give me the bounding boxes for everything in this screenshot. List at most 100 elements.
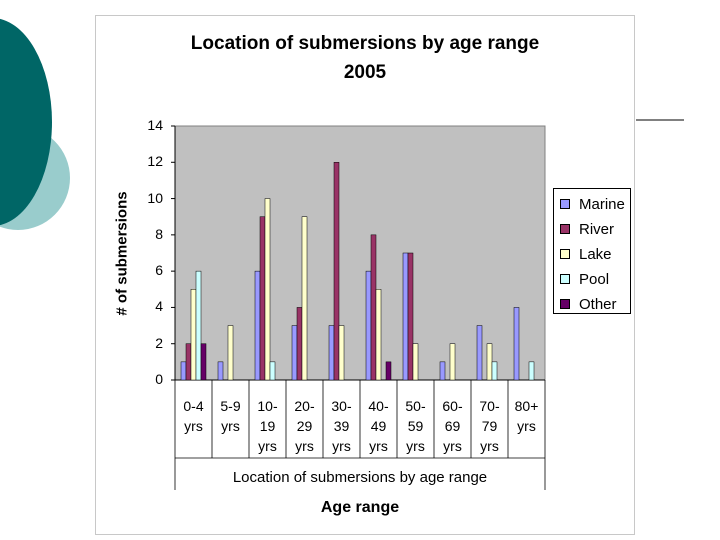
bar-river — [370, 234, 377, 381]
legend-item-marine: Marine — [560, 194, 625, 214]
x-category-label-line: 60- — [442, 398, 463, 414]
x-category-label: 80+ yrs — [508, 396, 545, 436]
x-category-label: 10- 19 yrs — [249, 396, 286, 456]
bar-marine — [365, 270, 372, 381]
x-category-label-line: 50- — [405, 398, 426, 414]
x-category-label-line: 39 — [333, 418, 350, 434]
legend-item-pool: Pool — [560, 269, 609, 289]
x-category-label-line: 49 — [370, 418, 387, 434]
bar-river — [259, 216, 266, 381]
x-category-label: 70- 79 yrs — [471, 396, 508, 456]
legend-label: Marine — [579, 195, 625, 213]
y-tick-label: 4 — [155, 298, 163, 315]
legend-swatch — [560, 274, 570, 284]
x-category-label-line: yrs — [369, 438, 388, 454]
x-category-label-line: yrs — [480, 438, 499, 454]
bar-pool — [195, 270, 202, 381]
x-category-label-line: yrs — [184, 418, 203, 434]
bar-pool — [528, 361, 535, 381]
bar-marine — [402, 252, 409, 381]
x-axis-inner-label: Location of submersions by age range — [232, 469, 488, 486]
x-category-label-line: 0-4 — [183, 398, 204, 414]
bar-lake — [227, 325, 234, 381]
y-axis-label: # of submersions — [113, 191, 131, 316]
bar-lake — [449, 343, 456, 381]
bar-lake — [338, 325, 345, 381]
y-tick-label: 14 — [147, 117, 163, 133]
x-category-label-line: 40- — [368, 398, 389, 414]
legend-label: Lake — [579, 245, 612, 263]
bar-marine — [513, 307, 520, 381]
bar-lake — [412, 343, 419, 381]
bar-river — [296, 307, 303, 381]
bar-marine — [291, 325, 298, 381]
y-tick-label: 0 — [155, 371, 163, 387]
x-category-label-line: yrs — [258, 438, 277, 454]
x-category-label-line: 20- — [294, 398, 315, 414]
legend-label: Other — [579, 295, 617, 313]
x-category-label: 50- 59 yrs — [397, 396, 434, 456]
decor-circle-dark — [0, 18, 52, 226]
bar-marine — [217, 361, 224, 381]
legend-swatch — [560, 249, 570, 259]
y-tick-label: 8 — [155, 225, 163, 242]
bar-marine — [439, 361, 446, 381]
legend-label: River — [579, 220, 615, 238]
bar-lake — [375, 289, 382, 381]
legend: Marine River Lake Pool Other — [553, 188, 631, 314]
legend-label: Pool — [579, 270, 610, 288]
legend-swatch — [560, 224, 570, 234]
y-tick-label: 10 — [147, 189, 163, 206]
x-category-label: 20- 29 yrs — [286, 396, 323, 456]
y-tick-label: 2 — [155, 334, 163, 351]
x-category-label: 0-4 yrs — [175, 396, 212, 436]
bar-river — [185, 343, 192, 381]
x-category-label-line: yrs — [332, 438, 351, 454]
plot-area — [174, 125, 546, 381]
x-category-label-line: yrs — [443, 438, 462, 454]
x-axis-label: Age range — [320, 499, 400, 516]
x-category-label-line: 59 — [407, 418, 424, 434]
x-category-label-line: yrs — [295, 438, 314, 454]
x-category-label-line: 19 — [259, 418, 276, 434]
x-category-label-line: 80+ — [514, 398, 539, 414]
legend-swatch — [560, 199, 570, 209]
legend-swatch — [560, 299, 570, 309]
x-category-label-line: 10- — [257, 398, 278, 414]
x-category-label: 5-9 yrs — [212, 396, 249, 436]
bar-other — [385, 361, 392, 381]
bar-pool — [491, 361, 498, 381]
x-category-label-line: yrs — [221, 418, 240, 434]
bar-river — [407, 252, 414, 381]
bar-lake — [190, 289, 197, 381]
bar-lake — [301, 216, 308, 381]
x-category-label-line: 30- — [331, 398, 352, 414]
legend-item-other: Other — [560, 294, 617, 314]
legend-item-river: River — [560, 219, 614, 239]
x-category-label-line: 69 — [444, 418, 461, 434]
chart-subtitle: 2005 — [343, 62, 387, 83]
bar-marine — [254, 270, 261, 381]
bar-marine — [328, 325, 335, 381]
bar-marine — [180, 361, 187, 381]
x-category-label: 60- 69 yrs — [434, 396, 471, 456]
x-category-label-line: 70- — [479, 398, 500, 414]
x-category-label-line: yrs — [406, 438, 425, 454]
x-category-label-line: yrs — [517, 418, 536, 434]
bar-river — [333, 162, 340, 381]
bar-lake — [486, 343, 493, 381]
x-category-label-line: 5-9 — [220, 398, 241, 414]
bar-other — [200, 343, 207, 381]
y-tick-label: 6 — [155, 262, 163, 279]
bar-marine — [476, 325, 483, 381]
x-category-label-line: 79 — [481, 418, 498, 434]
bar-pool — [269, 361, 276, 381]
chart-title: Location of submersions by age range — [190, 33, 540, 54]
y-tick-label: 12 — [147, 153, 163, 170]
x-category-label: 30- 39 yrs — [323, 396, 360, 456]
bar-lake — [264, 198, 271, 381]
x-category-label: 40- 49 yrs — [360, 396, 397, 456]
x-category-label-line: 29 — [296, 418, 313, 434]
